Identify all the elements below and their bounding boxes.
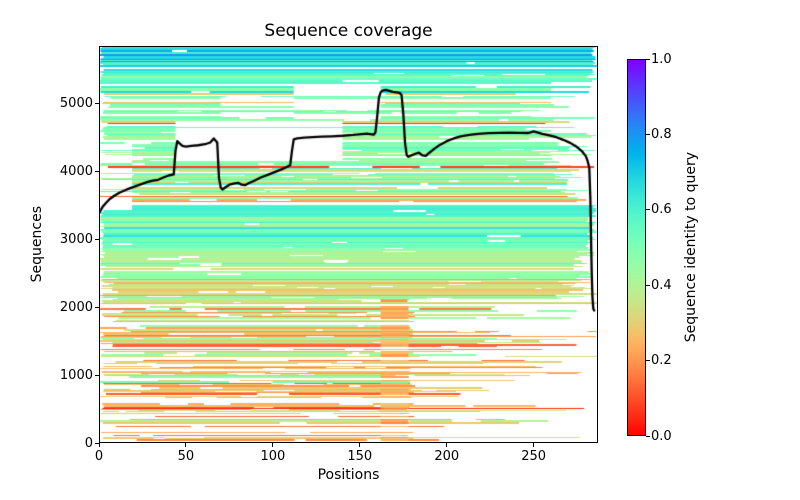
x-axis-label: Positions: [317, 467, 380, 483]
x-tick-label: 0: [94, 449, 104, 464]
colorbar-tick-label: 0.6: [651, 202, 672, 218]
chart-title: Sequence coverage: [264, 21, 433, 41]
x-tick-label: 200: [434, 449, 460, 464]
y-tick-label: 0: [84, 435, 93, 451]
colorbar-tick-label: 0.8: [651, 126, 672, 142]
y-tick-mark: [95, 374, 99, 376]
y-axis-label-wrap: Sequences: [28, 46, 46, 443]
x-tick-label: 250: [521, 449, 547, 464]
x-tick-mark: [98, 443, 100, 447]
colorbar-tick-mark: [646, 209, 650, 211]
y-tick-label: 5000: [59, 95, 93, 111]
y-axis-label: Sequences: [29, 206, 45, 283]
x-tick-mark: [185, 443, 187, 447]
y-tick-label: 1000: [59, 367, 93, 383]
colorbar-gradient-canvas: [627, 59, 646, 436]
y-tick-mark: [95, 306, 99, 308]
x-tick-label: 50: [177, 449, 195, 464]
colorbar-tick-label: 1.0: [651, 51, 672, 67]
msa-heatmap-plot: [99, 46, 598, 443]
x-tick-label: 150: [347, 449, 373, 464]
y-tick-mark: [95, 102, 99, 104]
colorbar-label-wrap: Sequence identity to query: [682, 59, 700, 436]
x-tick-label: 100: [260, 449, 286, 464]
colorbar: [627, 59, 646, 436]
colorbar-tick-label: 0.4: [651, 277, 672, 293]
colorbar-tick-label: 0.2: [651, 353, 672, 369]
colorbar-tick-mark: [646, 435, 650, 437]
colorbar-tick-mark: [646, 133, 650, 135]
colorbar-label: Sequence identity to query: [683, 152, 699, 343]
msa-heatmap-and-coverage-canvas: [99, 46, 598, 443]
colorbar-tick-mark: [646, 284, 650, 286]
y-tick-mark: [95, 170, 99, 172]
x-tick-mark: [533, 443, 535, 447]
x-tick-mark: [272, 443, 274, 447]
y-tick-mark: [95, 238, 99, 240]
y-tick-label: 2000: [59, 299, 93, 315]
colorbar-tick-mark: [646, 58, 650, 60]
y-tick-label: 3000: [59, 231, 93, 247]
x-tick-mark: [359, 443, 361, 447]
y-tick-mark: [95, 442, 99, 444]
colorbar-tick-label: 0.0: [651, 428, 672, 444]
colorbar-tick-mark: [646, 360, 650, 362]
x-tick-mark: [446, 443, 448, 447]
y-tick-label: 4000: [59, 163, 93, 179]
